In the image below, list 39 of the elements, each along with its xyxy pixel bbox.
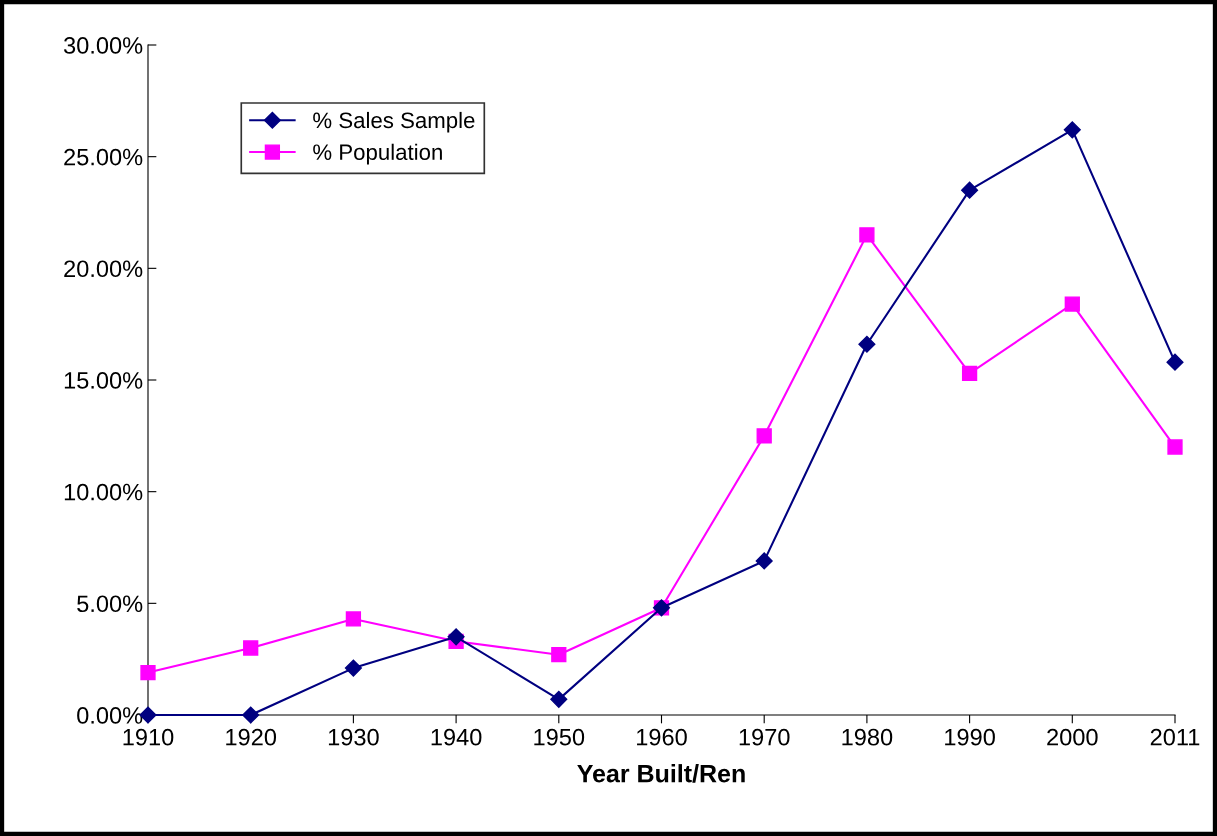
x-tick-label: 1920 (226, 728, 277, 746)
point (756, 428, 772, 444)
point (242, 706, 260, 724)
x-tick-label: 1960 (637, 728, 687, 746)
point (961, 181, 979, 199)
x-axis-title: Year Built/Ren (577, 764, 745, 783)
point (447, 628, 465, 646)
point (550, 690, 568, 708)
x-tick-label: 1940 (431, 728, 482, 746)
point (1064, 296, 1080, 312)
y-tick-label: 5.00% (77, 595, 143, 613)
y-tick-label: 25.00% (64, 148, 143, 166)
point (1167, 439, 1183, 455)
point (344, 659, 362, 677)
point (858, 335, 876, 353)
x-tick-label: 1910 (123, 728, 174, 746)
y-tick-label: 20.00% (64, 260, 143, 278)
x-tick-label: 2000 (1047, 728, 1098, 746)
point (859, 227, 875, 243)
x-tick-label: 1990 (945, 728, 995, 746)
point (1166, 353, 1184, 371)
point (243, 640, 259, 656)
point (345, 611, 362, 627)
y-tick-label: 0.00% (77, 707, 143, 724)
x-tick-label: 1970 (739, 728, 790, 746)
legend-label: % Population (313, 143, 442, 165)
legend-label: % Sales Sample (313, 111, 475, 133)
point (1063, 121, 1081, 139)
x-tick-label: 1930 (328, 728, 379, 746)
point (140, 664, 156, 681)
y-tick-label: 10.00% (64, 483, 143, 501)
point (551, 647, 567, 663)
point (961, 365, 978, 381)
x-tick-label: 1950 (534, 728, 585, 746)
y-tick-label: 30.00% (63, 37, 143, 54)
y-tick-label: 15.00% (64, 372, 143, 389)
x-tick-label: 1980 (842, 728, 893, 746)
x-tick-label: 2011 (1150, 728, 1200, 746)
point (755, 552, 773, 570)
